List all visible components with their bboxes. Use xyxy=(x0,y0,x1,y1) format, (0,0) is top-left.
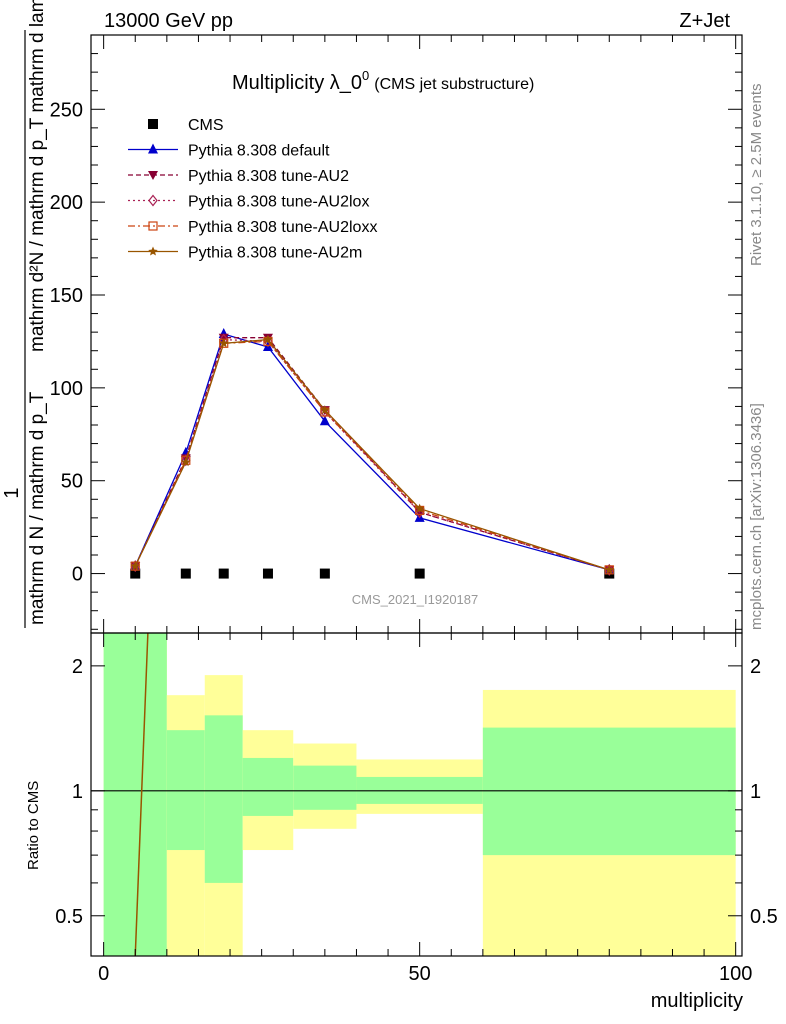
plot-title-sub: (CMS jet substructure) xyxy=(374,76,534,93)
main-ylabel-numerator: 1 xyxy=(1,487,23,498)
data-point-cms xyxy=(414,568,425,579)
series-line-au2m xyxy=(134,338,610,571)
data-point-cms xyxy=(319,568,330,579)
legend-label: Pythia 8.308 tune-AU2loxx xyxy=(188,219,377,236)
legend-label: Pythia 8.308 tune-AU2m xyxy=(188,245,362,262)
data-point-au2m xyxy=(218,338,229,348)
data-point-au2m xyxy=(130,561,140,571)
ratio-y-tick-label-right: 2 xyxy=(750,656,761,678)
series-au2lox xyxy=(130,333,615,576)
ratio-band-green xyxy=(204,715,243,883)
ratio-steep-line xyxy=(134,632,149,957)
ratio-y-tick-label: 1 xyxy=(72,781,83,803)
main-y-tick-label: 100 xyxy=(50,378,83,400)
main-y-tick-label: 200 xyxy=(50,192,83,214)
series-default xyxy=(130,328,615,574)
series-au2loxx xyxy=(130,336,614,575)
legend-label: CMS xyxy=(188,117,224,134)
mcplots-label: mcplots.cern.ch [arXiv:1306.3436] xyxy=(748,403,765,630)
x-axis-label: multiplicity xyxy=(651,990,743,1012)
series-au2m xyxy=(130,334,615,574)
legend-entry-au2: Pythia 8.308 tune-AU2 xyxy=(128,168,349,185)
rivet-label: Rivet 3.1.10, ≥ 2.5M events xyxy=(748,84,765,267)
legend-entry-au2m: Pythia 8.308 tune-AU2m xyxy=(128,245,362,262)
process-label: Z+Jet xyxy=(679,10,730,32)
legend-marker-au2lox xyxy=(148,194,158,207)
main-series xyxy=(130,328,615,579)
legend-entry-au2lox: Pythia 8.308 tune-AU2lox xyxy=(128,194,369,211)
data-point-au2m xyxy=(604,564,615,574)
series-line-au2lox xyxy=(134,338,610,571)
data-point-cms xyxy=(130,568,141,579)
plot-title-sup: 0 xyxy=(362,68,369,83)
legend-marker-au2loxx xyxy=(148,221,158,231)
legend-entry-cms: CMS xyxy=(148,117,224,134)
data-point-au2m xyxy=(414,503,425,513)
data-point-cms xyxy=(262,568,273,579)
legend-marker-cms xyxy=(148,119,158,129)
ratio-bands xyxy=(103,633,736,956)
series-cms xyxy=(130,568,615,579)
main-y-tick-label: 0 xyxy=(72,564,83,586)
legend-label: Pythia 8.308 default xyxy=(188,143,330,160)
ratio-band-green xyxy=(103,633,167,956)
legend-entry-au2loxx: Pythia 8.308 tune-AU2loxx xyxy=(128,219,377,236)
axes: 0 50 100 150 200 250 0 50 100 0.5 0.5 1 1 2 2 xyxy=(50,34,778,985)
legend-label: Pythia 8.308 tune-AU2lox xyxy=(188,194,369,211)
series-line-au2 xyxy=(134,337,610,571)
x-tick-label: 100 xyxy=(719,963,752,985)
ratio-frame xyxy=(90,632,743,957)
main-ylabel-denominator: mathrm d N / mathrm d p_T xyxy=(27,391,48,625)
legend-marker-au2 xyxy=(148,171,158,180)
main-y-tick-label: 50 xyxy=(61,471,83,493)
ratio-y-tick-label-right: 1 xyxy=(750,781,761,803)
plot-title: Multiplicity λ_00 (CMS jet substructure) xyxy=(232,68,534,94)
series-line-default xyxy=(134,333,610,571)
main-y-tick-label: 250 xyxy=(50,99,83,121)
legend-marker-default xyxy=(148,143,158,154)
x-tick-label: 50 xyxy=(409,963,431,985)
ratio-ylabel: Ratio to CMS xyxy=(25,781,42,870)
data-point-au2m xyxy=(263,334,273,344)
ratio-y-tick-label: 2 xyxy=(72,656,83,678)
main-ylabel: 1 mathrm d N / mathrm d p_T mathrm d²N /… xyxy=(1,0,48,628)
energy-label: 13000 GeV pp xyxy=(104,10,233,32)
data-point-default xyxy=(319,415,330,426)
legend-marker-au2m xyxy=(148,246,158,256)
main-y-tick-label: 150 xyxy=(50,285,83,307)
series-au2 xyxy=(130,333,615,575)
legend-label: Pythia 8.308 tune-AU2 xyxy=(188,168,349,185)
data-point-au2 xyxy=(218,333,229,343)
ratio-band-green xyxy=(293,765,357,810)
ratio-band-green xyxy=(242,757,294,816)
data-point-au2m xyxy=(181,457,191,467)
plot-title-main: Multiplicity λ_0 xyxy=(232,72,362,94)
data-point-au2lox xyxy=(181,454,191,467)
analysis-id: CMS_2021_I1920187 xyxy=(352,592,479,607)
series-line-au2loxx xyxy=(134,340,610,571)
ratio-band-green xyxy=(166,730,205,851)
data-point-cms xyxy=(218,568,229,579)
data-point-au2m xyxy=(320,405,330,415)
ratio-lines xyxy=(91,632,742,957)
legend-entry-default: Pythia 8.308 default xyxy=(128,143,330,160)
legend: CMS Pythia 8.308 default Pythia 8.308 tune… xyxy=(128,117,377,262)
ratio-y-tick-label: 0.5 xyxy=(55,906,83,928)
ratio-y-tick-label-right: 0.5 xyxy=(750,906,778,928)
main-ylabel-right: mathrm d²N / mathrm d p_T mathrm d lambd… xyxy=(27,0,48,352)
x-tick-label: 0 xyxy=(98,963,109,985)
data-point-cms xyxy=(180,568,191,579)
